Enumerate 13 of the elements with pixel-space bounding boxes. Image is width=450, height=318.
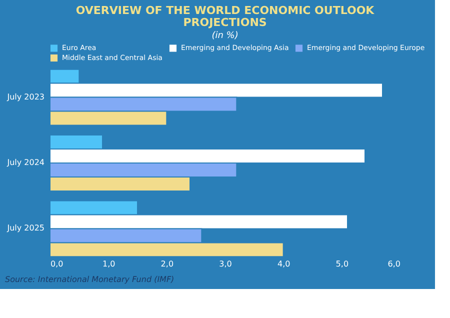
x-tick-label: 6,0 bbox=[388, 260, 400, 268]
chart-subtitle: (in %) bbox=[212, 31, 238, 41]
x-tick-label: 0,0 bbox=[50, 260, 64, 268]
x-tick-label: 4,0 bbox=[277, 260, 290, 268]
y-tick-label: July 2024 bbox=[6, 158, 44, 167]
y-tick-label: July 2023 bbox=[6, 92, 44, 102]
x-tick-label: 3,0 bbox=[219, 260, 232, 268]
x-tick-label: 1,0 bbox=[102, 260, 116, 268]
chart-title: OVERVIEW OF THE WORLD ECONOMIC OUTLOOK PROJECTIONS bbox=[76, 4, 375, 29]
x-tick-label: 5,0 bbox=[336, 260, 349, 268]
x-tick-label: 2,0 bbox=[160, 260, 174, 268]
source-note: Source: International Monetary Fund (IMF) bbox=[5, 275, 174, 284]
y-tick-label: July 2025 bbox=[6, 224, 44, 233]
